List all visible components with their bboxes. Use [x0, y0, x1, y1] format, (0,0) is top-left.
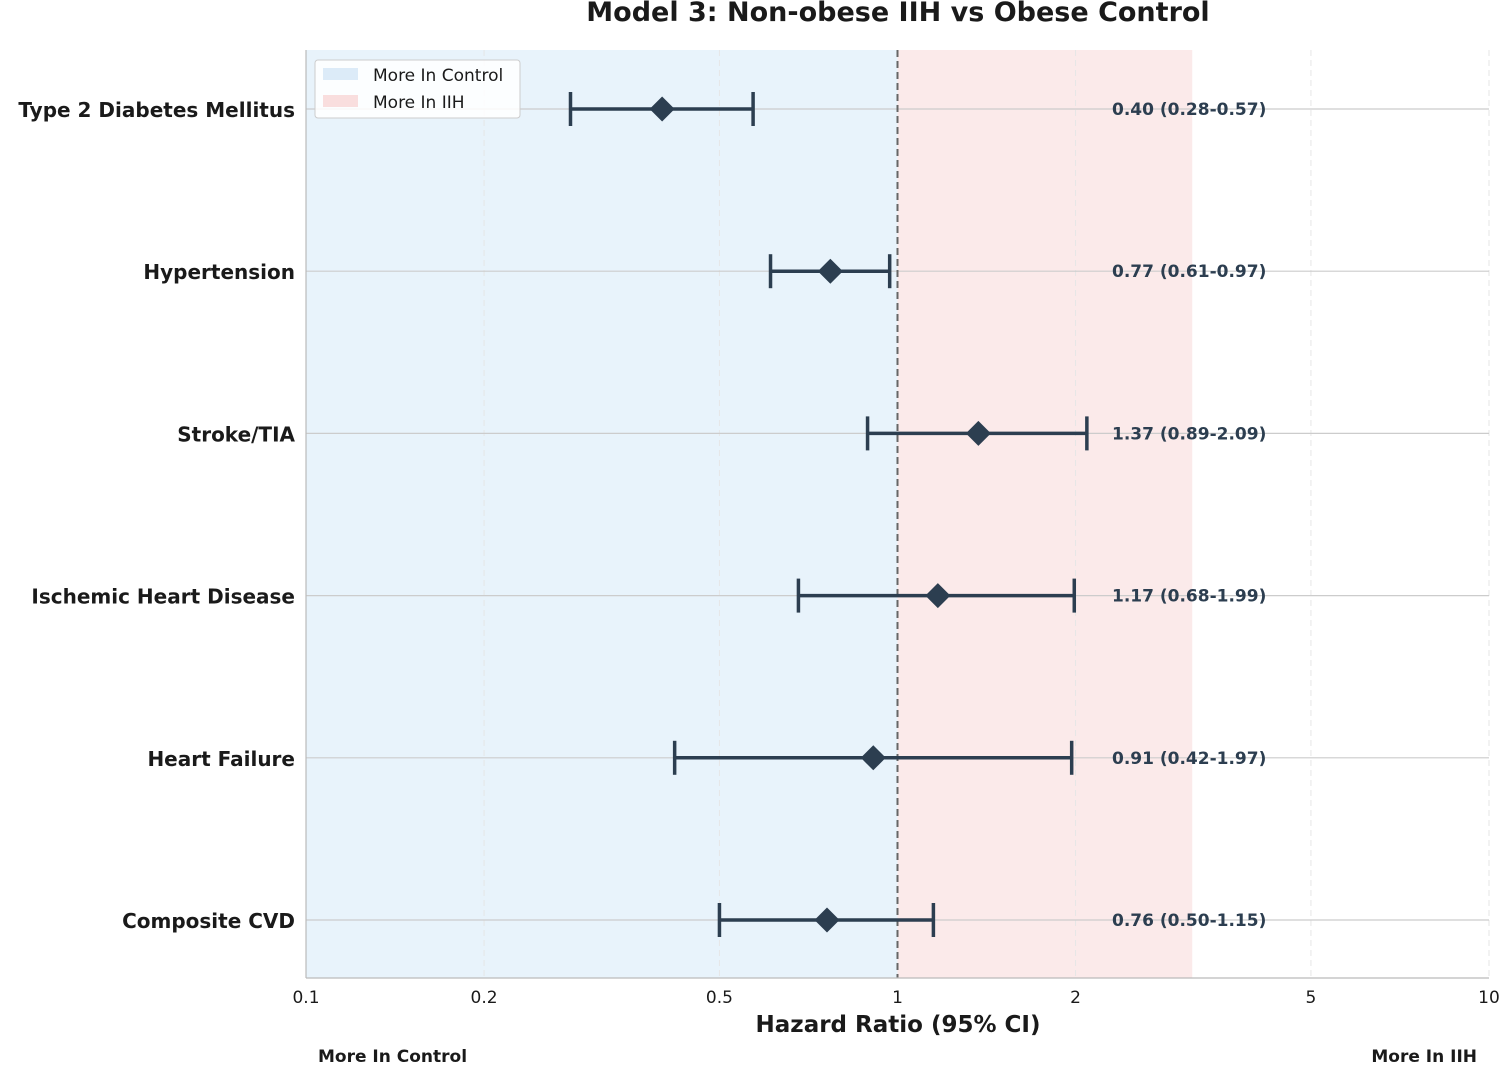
- direction-label-left: More In Control: [318, 1047, 467, 1067]
- x-axis-label: Hazard Ratio (95% CI): [756, 1012, 1041, 1038]
- ci-annotation: 0.76 (0.50-1.15): [1112, 911, 1266, 931]
- direction-label-right: More In IIH: [1371, 1047, 1477, 1067]
- x-tick-label: 5: [1306, 988, 1317, 1008]
- ci-annotation: 0.40 (0.28-0.57): [1112, 100, 1266, 120]
- y-tick-label: Composite CVD: [122, 909, 295, 933]
- y-tick-label: Type 2 Diabetes Mellitus: [18, 98, 295, 122]
- y-tick-label: Ischemic Heart Disease: [31, 585, 295, 609]
- ci-annotation: 1.17 (0.68-1.99): [1112, 587, 1266, 607]
- y-tick-label: Hypertension: [143, 260, 295, 284]
- x-tick-label: 2: [1070, 988, 1081, 1008]
- y-tick-label: Stroke/TIA: [177, 422, 295, 446]
- hr-diamond: [860, 745, 886, 771]
- legend-label-iih: More In IIH: [373, 93, 465, 113]
- ci-annotation: 1.37 (0.89-2.09): [1112, 424, 1266, 444]
- shaded-region-iih: [897, 50, 1193, 978]
- chart-title: Model 3: Non-obese IIH vs Obese Control: [586, 0, 1209, 28]
- x-tick-label: 0.1: [292, 988, 319, 1008]
- legend-label-control: More In Control: [373, 66, 503, 86]
- x-tick-label: 10: [1478, 988, 1500, 1008]
- hr-diamond: [925, 583, 951, 609]
- x-tick-label: 1: [892, 988, 903, 1008]
- hr-diamond: [814, 907, 840, 933]
- y-tick-label: Heart Failure: [147, 747, 295, 771]
- x-tick-label: 0.5: [706, 988, 733, 1008]
- x-tick-label: 0.2: [471, 988, 498, 1008]
- legend-box: [314, 59, 521, 119]
- shaded-region-control: [306, 50, 898, 978]
- hr-diamond: [965, 420, 991, 446]
- hr-diamond: [649, 96, 675, 122]
- legend: More In Control More In IIH: [314, 59, 521, 119]
- ci-annotation: 0.91 (0.42-1.97): [1112, 749, 1266, 769]
- legend-swatch-iih: [323, 95, 358, 107]
- ci-annotation: 0.77 (0.61-0.97): [1112, 262, 1266, 282]
- legend-swatch-control: [323, 68, 358, 80]
- hr-diamond: [817, 258, 843, 284]
